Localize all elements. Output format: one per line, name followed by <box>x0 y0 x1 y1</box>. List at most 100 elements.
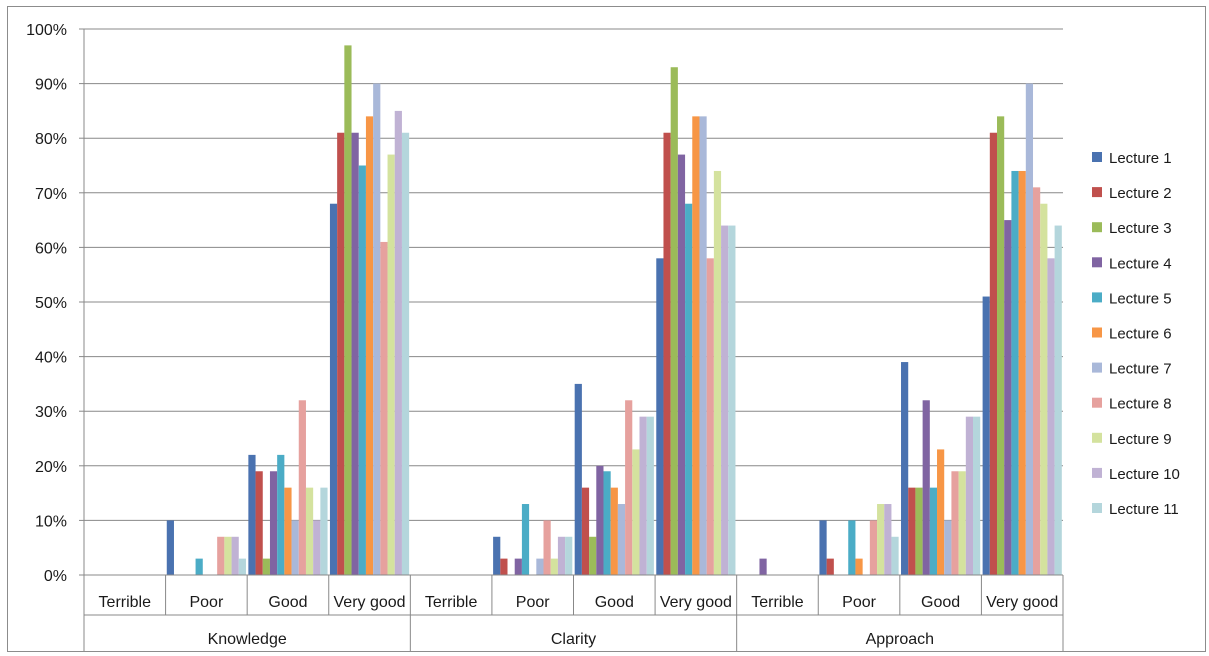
bar <box>656 258 664 575</box>
axes <box>79 28 1064 651</box>
legend-swatch <box>1092 292 1102 303</box>
bar <box>721 225 729 575</box>
x-category-label: Very good <box>660 594 732 611</box>
bar <box>915 487 923 575</box>
legend-label: Lecture 2 <box>1109 185 1172 202</box>
bar <box>344 45 352 575</box>
y-tick-label: 0% <box>44 568 67 585</box>
bar <box>574 383 582 575</box>
bar <box>997 116 1005 576</box>
y-tick-label: 40% <box>35 350 67 367</box>
bar <box>1054 225 1062 575</box>
legend-label: Lecture 3 <box>1109 220 1172 237</box>
y-tick-label: 60% <box>35 240 67 257</box>
bar <box>1018 170 1026 575</box>
bar <box>305 487 314 575</box>
bar <box>759 558 767 575</box>
bar <box>277 454 285 575</box>
bar <box>728 225 736 575</box>
bar <box>603 471 611 575</box>
x-category-label: Poor <box>189 594 223 611</box>
x-group-label: Clarity <box>551 631 596 648</box>
y-tick-label: 10% <box>35 513 67 530</box>
bar <box>1040 203 1048 575</box>
legend-swatch <box>1092 152 1102 162</box>
grouped-bar-chart: 0% 10% 20% 30% 40% 50% 60% 70% 80% 90% 100% Terrib… <box>26 22 1180 651</box>
bar <box>677 154 686 575</box>
bar <box>394 110 402 576</box>
bar <box>639 416 647 575</box>
bar <box>884 504 892 575</box>
legend-label: Lecture 7 <box>1109 361 1172 378</box>
bar <box>313 520 321 575</box>
bar <box>298 400 306 575</box>
legend-label: Lecture 5 <box>1109 290 1172 307</box>
bar <box>951 471 959 575</box>
bars <box>166 45 1062 576</box>
x-category-label: Poor <box>516 594 550 611</box>
x-category-label: Terrible <box>99 594 152 611</box>
bar <box>855 558 863 575</box>
bar <box>944 520 952 575</box>
bar <box>848 520 856 575</box>
bar <box>550 558 558 575</box>
bar <box>255 471 263 575</box>
bar <box>610 487 618 575</box>
bar <box>877 504 885 575</box>
legend-swatch <box>1092 397 1102 408</box>
bar <box>869 520 878 575</box>
bar <box>989 132 998 576</box>
legend-label: Lecture 1 <box>1109 150 1172 167</box>
bar <box>958 471 966 575</box>
bar <box>632 449 640 575</box>
bar <box>1004 220 1012 575</box>
bar <box>596 465 604 575</box>
x-category-label: Very good <box>334 594 406 611</box>
bar <box>269 471 278 575</box>
x-category-label: Good <box>595 594 634 611</box>
bar <box>617 504 626 575</box>
legend-label: Lecture 10 <box>1109 466 1180 483</box>
bar <box>937 449 945 575</box>
x-category-label: Terrible <box>751 594 804 611</box>
x-group-label: Knowledge <box>208 631 287 648</box>
y-tick-label: 20% <box>35 459 67 476</box>
bar <box>819 520 827 575</box>
bar <box>557 536 566 575</box>
bar <box>358 165 366 575</box>
legend-swatch <box>1092 503 1102 513</box>
x-axis-labels: Terrible Poor Good Very good Knowledge Terrib… <box>99 594 1059 648</box>
y-tick-label: 50% <box>35 295 67 312</box>
legend-label: Lecture 6 <box>1109 326 1172 343</box>
bar <box>565 536 573 575</box>
bar <box>493 536 501 575</box>
bar <box>1025 83 1034 575</box>
bar <box>320 487 328 575</box>
bar <box>663 132 671 576</box>
x-category-label: Terrible <box>425 594 478 611</box>
bar <box>1047 258 1055 575</box>
bar <box>922 400 930 575</box>
y-tick-label: 80% <box>35 131 67 148</box>
bar <box>1011 170 1019 575</box>
bar <box>521 504 530 575</box>
bar <box>581 487 590 575</box>
x-category-label: Good <box>268 594 307 611</box>
legend-label: Lecture 11 <box>1109 501 1179 518</box>
legend-swatch <box>1092 362 1102 373</box>
bar <box>699 116 707 576</box>
bar <box>685 203 693 575</box>
y-tick-label: 30% <box>35 404 67 421</box>
x-category-label: Good <box>921 594 960 611</box>
bar <box>514 558 522 575</box>
bar <box>589 536 597 575</box>
bar <box>284 487 292 575</box>
x-group-label: Approach <box>866 631 935 648</box>
bar <box>166 520 174 575</box>
bar <box>692 116 700 576</box>
y-tick-label: 90% <box>35 77 67 94</box>
bar <box>500 558 508 575</box>
bar <box>670 67 678 575</box>
legend-label: Lecture 8 <box>1109 396 1172 413</box>
bar <box>351 132 359 576</box>
